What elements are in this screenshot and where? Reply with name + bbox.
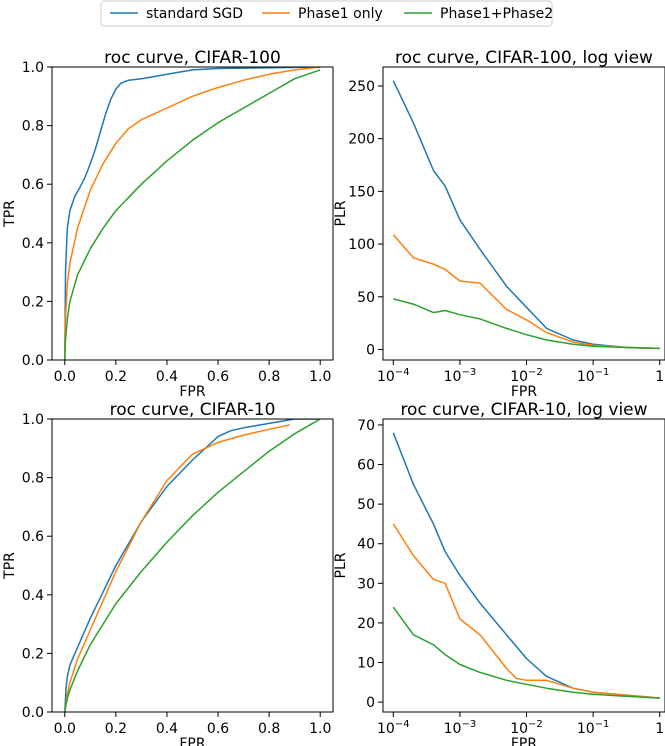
y-tick-label: 60 (357, 458, 375, 474)
chart-panel-4: 0 10 20 30 40 50 60 70 10−4 10−3 10−2 10−1 1 roc curv… (333, 400, 665, 746)
series-line-phase1-phase2 (64, 69, 321, 360)
x-tick-label: 0.2 (105, 721, 127, 737)
series-line-phase1-phase2 (64, 419, 321, 712)
x-tick-label: 0.4 (156, 369, 178, 385)
series-group (392, 80, 660, 350)
x-tick-label: 10−3 (444, 367, 477, 385)
x-tick-label: 10−4 (377, 719, 410, 737)
x-tick-label: 0.6 (207, 369, 229, 385)
y-axis-label: PLR (333, 552, 349, 578)
y-tick-label: 1.0 (22, 412, 44, 428)
y-tick-label: 100 (348, 237, 375, 253)
series-line-phase1-only (392, 234, 660, 350)
x-tick-label: 0.0 (54, 369, 76, 385)
series-line-phase1-phase2 (392, 606, 660, 699)
x-tick-label: 10−1 (577, 367, 610, 385)
x-tick-label: 10−4 (377, 367, 410, 385)
y-tick-label: 0.0 (22, 353, 44, 369)
y-tick-label: 50 (357, 290, 375, 306)
series-group (64, 67, 321, 360)
y-tick-label: 0.8 (22, 119, 44, 135)
series-line-standard-sgd (64, 67, 321, 360)
x-tick-label: 10−3 (444, 719, 477, 737)
chart-title: roc curve, CIFAR-10 (110, 400, 276, 420)
axes-frame (382, 66, 665, 361)
y-tick-label: 0 (366, 342, 375, 358)
x-tick-label: 10−2 (510, 367, 543, 385)
y-tick-label: 0 (366, 695, 375, 711)
legend: standard SGD Phase1 only Phase1+Phase2 (100, 0, 553, 27)
chart-panel-1: 0.0 0.2 0.4 0.6 0.8 1.0 0.0 0.2 0.4 0.6 0.8 1.0 roc … (2, 48, 334, 400)
y-tick-label: 250 (348, 79, 375, 95)
x-tick-label: 10−2 (510, 719, 543, 737)
y-tick-label: 10 (357, 656, 375, 672)
y-tick-label: 150 (348, 184, 375, 200)
x-tick-label: 0.0 (54, 721, 76, 737)
y-tick-label: 0.2 (22, 646, 44, 662)
x-axis-label: FPR (511, 736, 537, 746)
x-tick-label: 0.8 (258, 721, 280, 737)
x-tick-label: 0.6 (207, 721, 229, 737)
y-tick-label: 70 (357, 418, 375, 434)
series-line-standard-sgd (392, 432, 660, 699)
y-tick-label: 0.8 (22, 471, 44, 487)
series-line-phase1-phase2 (393, 298, 660, 350)
chart-title: roc curve, CIFAR-100 (104, 48, 281, 68)
axes-frame (382, 418, 665, 713)
legend-label-phase1-only: Phase1 only (298, 6, 383, 22)
y-tick-label: 20 (357, 616, 375, 632)
y-tick-label: 1.0 (22, 60, 44, 76)
axes-frame (51, 66, 334, 361)
x-tick-label: 0.8 (258, 369, 280, 385)
legend-label-phase1-phase2: Phase1+Phase2 (440, 6, 553, 22)
chart-title: roc curve, CIFAR-100, log view (395, 48, 653, 68)
legend-frame (100, 0, 553, 27)
series-group (392, 432, 660, 699)
x-axis-label: FPR (179, 384, 205, 400)
chart-title: roc curve, CIFAR-10, log view (400, 400, 647, 420)
series-line-phase1-only (64, 67, 321, 360)
series-line-standard-sgd (64, 419, 321, 712)
y-tick-label: 0.6 (22, 177, 44, 193)
x-tick-label: 1 (655, 369, 664, 385)
x-tick-label: 1.0 (309, 721, 331, 737)
x-tick-label: 0.4 (156, 721, 178, 737)
y-axis-label: TPR (2, 552, 18, 580)
y-tick-label: 0.2 (22, 294, 44, 310)
x-axis-label: FPR (179, 736, 205, 746)
series-line-phase1-only (64, 424, 290, 712)
y-tick-label: 0.0 (22, 705, 44, 721)
series-line-standard-sgd (392, 80, 660, 350)
axes-frame (51, 418, 334, 713)
y-tick-label: 0.6 (22, 529, 44, 545)
legend-label-standard-sgd: standard SGD (146, 6, 243, 22)
chart-panel-3: 0.0 0.2 0.4 0.6 0.8 1.0 0.0 0.2 0.4 0.6 0.8 1.0 roc … (2, 400, 334, 746)
y-tick-label: 200 (348, 132, 375, 148)
chart-panel-2: 0 50 100 150 200 250 10−4 10−3 10−2 10−1 1 roc curv… (333, 48, 665, 400)
y-tick-label: 40 (357, 537, 375, 553)
y-axis-label: TPR (2, 200, 18, 228)
x-axis-label: FPR (511, 384, 537, 400)
y-tick-label: 0.4 (22, 588, 44, 604)
y-tick-label: 50 (357, 497, 375, 513)
x-tick-label: 1.0 (309, 369, 331, 385)
series-line-phase1-only (392, 523, 660, 699)
x-tick-label: 1 (655, 721, 664, 737)
y-tick-label: 0.4 (22, 236, 44, 252)
y-tick-label: 30 (357, 576, 375, 592)
x-tick-label: 10−1 (577, 719, 610, 737)
y-axis-label: PLR (333, 200, 349, 226)
series-group (64, 419, 321, 712)
x-tick-label: 0.2 (105, 369, 127, 385)
